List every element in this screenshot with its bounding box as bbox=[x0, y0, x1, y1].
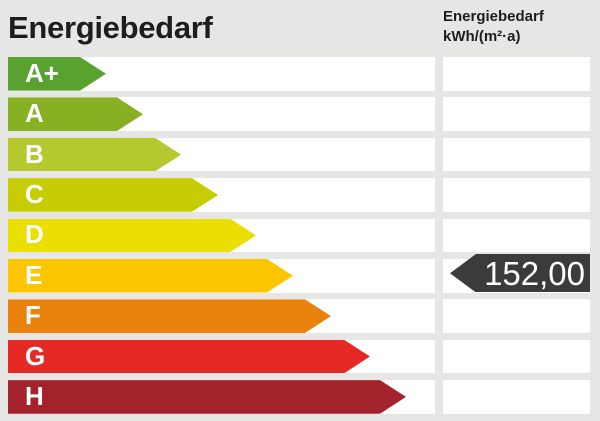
unit-header-line1: Energiebedarf bbox=[443, 8, 544, 25]
energy-class-bar-C: C bbox=[8, 178, 218, 212]
energy-class-label: F bbox=[25, 300, 41, 331]
unit-header: Energiebedarf kWh/(m²·a) bbox=[443, 7, 544, 47]
value-cell-G bbox=[443, 339, 590, 374]
page-title: Energiebedarf bbox=[8, 10, 213, 45]
energy-class-label: C bbox=[25, 178, 44, 209]
energy-class-bar-B: B bbox=[8, 138, 181, 172]
energy-class-bar-H: H bbox=[8, 380, 406, 414]
energy-class-bar-A: A bbox=[8, 97, 143, 131]
energy-class-bar-G: G bbox=[8, 340, 370, 374]
value-cell-D bbox=[443, 218, 590, 253]
value-cell-A bbox=[443, 97, 590, 131]
unit-header-line2: kWh/(m²·a) bbox=[443, 28, 521, 45]
energy-class-bar-E: E bbox=[8, 259, 293, 293]
value-cell-F bbox=[443, 299, 590, 333]
value-cell-H bbox=[443, 380, 590, 414]
value-cell-B bbox=[443, 137, 590, 172]
energy-class-label: G bbox=[25, 340, 46, 371]
energy-class-label: A+ bbox=[25, 57, 59, 88]
energy-class-label: D bbox=[25, 219, 44, 250]
value-indicator-arrow: 152,00 bbox=[450, 253, 590, 293]
energy-class-label: E bbox=[25, 259, 43, 290]
value-cell-A+ bbox=[443, 57, 590, 91]
energy-class-row-A+: A+ bbox=[0, 57, 600, 91]
energy-class-row-A: A bbox=[0, 97, 600, 131]
energy-class-bar-F: F bbox=[8, 299, 331, 333]
energy-class-label: B bbox=[25, 138, 44, 169]
energy-class-row-B: B bbox=[0, 137, 600, 172]
energy-scale-rows: A+ A B C D E 152,00 F G H bbox=[0, 57, 600, 421]
energy-class-row-D: D bbox=[0, 218, 600, 253]
energy-class-bar-A+: A+ bbox=[8, 57, 106, 91]
value-cell-C bbox=[443, 178, 590, 212]
indicated-value: 152,00 bbox=[484, 254, 585, 292]
energy-class-row-E: E 152,00 bbox=[0, 253, 600, 293]
energy-class-row-F: F bbox=[0, 299, 600, 333]
energy-class-row-C: C bbox=[0, 178, 600, 212]
energy-class-label: H bbox=[25, 380, 44, 411]
energy-class-row-G: G bbox=[0, 339, 600, 374]
energy-class-label: A bbox=[25, 98, 44, 129]
energy-class-bar-D: D bbox=[8, 219, 256, 253]
energy-class-row-H: H bbox=[0, 380, 600, 414]
